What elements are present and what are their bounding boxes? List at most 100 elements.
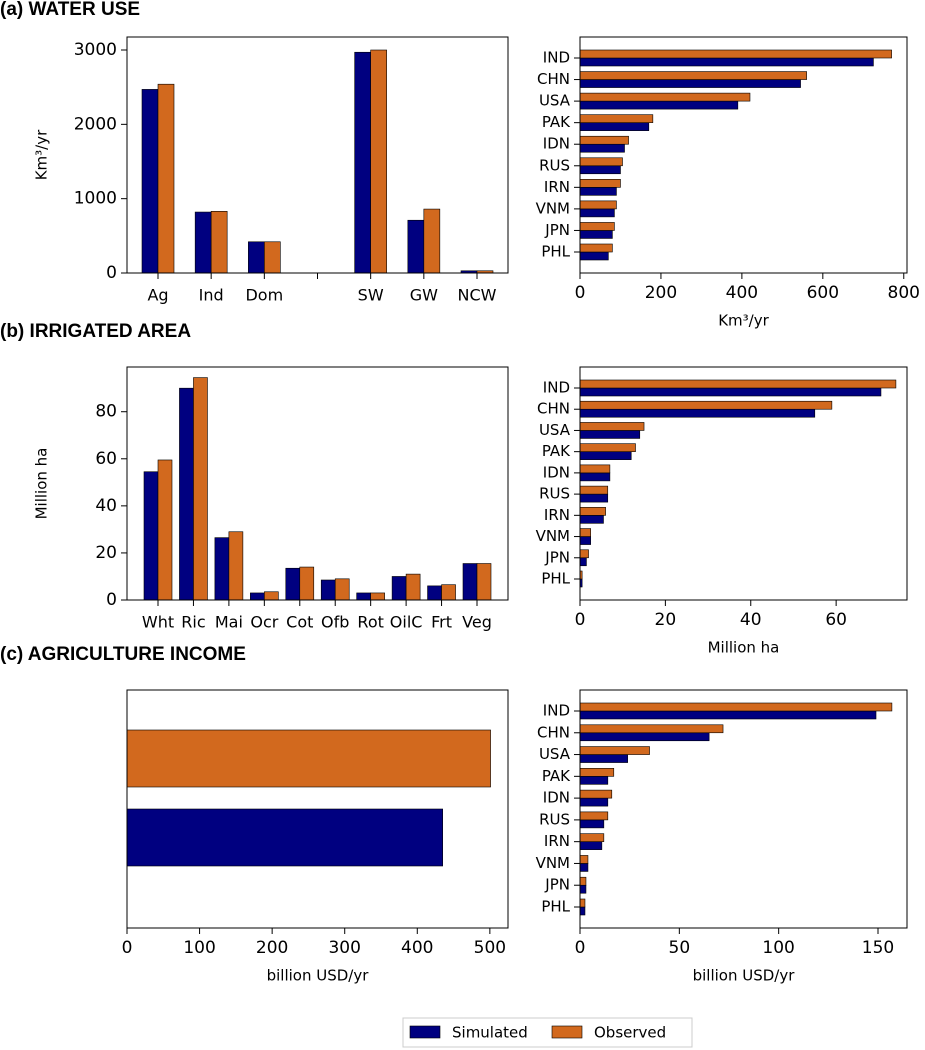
bar [579,165,621,175]
bar [264,241,281,274]
bar [579,884,587,894]
bar [285,567,301,601]
bar [579,789,613,799]
bar [407,219,425,274]
bar [423,208,441,274]
y-tick-label: 80 [95,402,117,422]
bar [579,485,609,495]
x-tick-label: Mai [215,613,243,632]
bar [579,430,641,439]
bar [476,563,492,601]
bar [354,51,371,274]
bar [579,472,611,482]
bar [579,451,632,460]
x-tick-label: Ofb [321,613,349,632]
bar [579,724,724,734]
bar [579,92,751,102]
legend-label: Observed [594,1024,666,1042]
y-tick-label: VNM [536,527,570,545]
bar [356,592,371,601]
bar [441,584,456,601]
y-tick-label: PHL [541,570,570,588]
bar [126,808,443,867]
y-tick-label: 0 [106,590,117,610]
bar [579,79,801,88]
bar [579,443,636,452]
x-axis-label: Km³/yr [718,312,769,330]
y-tick-label: IRN [544,178,570,196]
y-tick-label: 40 [95,496,117,516]
bar [579,187,617,196]
bar [579,732,710,742]
y-axis-label: Km³/yr [33,129,51,180]
bar [143,471,159,601]
bar [579,179,621,188]
bar [579,100,739,110]
y-tick-label: PHL [541,898,570,916]
bar [579,515,604,524]
y-tick-label: IND [543,702,570,720]
bar [579,135,629,145]
y-tick-label: PAK [542,442,571,460]
x-axis-label: Million ha [708,639,780,657]
bar [579,819,605,829]
y-tick-label: IRN [544,832,570,850]
bar [157,83,175,274]
x-tick-label: Frt [431,613,452,632]
bar [405,573,421,601]
y-tick-label: JPN [544,876,570,894]
y-tick-label: PAK [542,113,571,131]
bar [579,379,897,389]
y-tick-label: CHN [537,723,570,741]
panel-title: (a) WATER USE [0,0,140,20]
y-tick-label: 2000 [74,114,117,134]
bar [579,200,617,210]
y-tick-label: RUS [539,485,570,503]
x-tick-label: NCW [458,286,497,305]
axes-frame [126,689,509,929]
bar [579,143,625,153]
axes-frame [579,366,908,601]
x-tick-label: 800 [888,283,920,303]
bar [248,241,265,274]
x-tick-label: 200 [256,938,288,958]
bar [334,578,350,601]
bar [579,768,615,777]
bar [579,702,893,712]
bar [579,797,609,807]
x-tick-label: Ag [147,286,168,305]
bar [370,592,385,601]
x-tick-label: SW [358,286,384,305]
bar [299,566,315,601]
bar [579,243,613,253]
bar [579,863,589,872]
bar [391,576,407,601]
x-tick-label: 150 [862,938,894,958]
y-tick-label: IND [543,379,570,397]
y-tick-label: 20 [95,543,117,563]
bar [264,591,279,601]
y-tick-label: IND [543,49,570,67]
bar [579,493,609,503]
x-tick-label: 0 [575,610,586,630]
y-tick-label: CHN [537,400,570,418]
y-tick-label: 60 [95,449,117,469]
x-axis-label: billion USD/yr [693,967,796,985]
bar [579,122,650,131]
x-tick-label: OilC [390,613,423,632]
bar [579,876,587,886]
bar [193,377,208,601]
bar [579,549,589,559]
bar [579,222,615,231]
y-tick-label: CHN [537,70,570,88]
y-tick-label: JPN [544,548,570,566]
legend-swatch [551,1025,583,1039]
bar [579,536,591,545]
bar [427,585,442,601]
y-tick-label: IDN [543,135,570,153]
axes-frame [579,36,908,274]
x-tick-label: 300 [328,938,360,958]
y-tick-label: USA [539,745,571,763]
bar [579,811,609,821]
